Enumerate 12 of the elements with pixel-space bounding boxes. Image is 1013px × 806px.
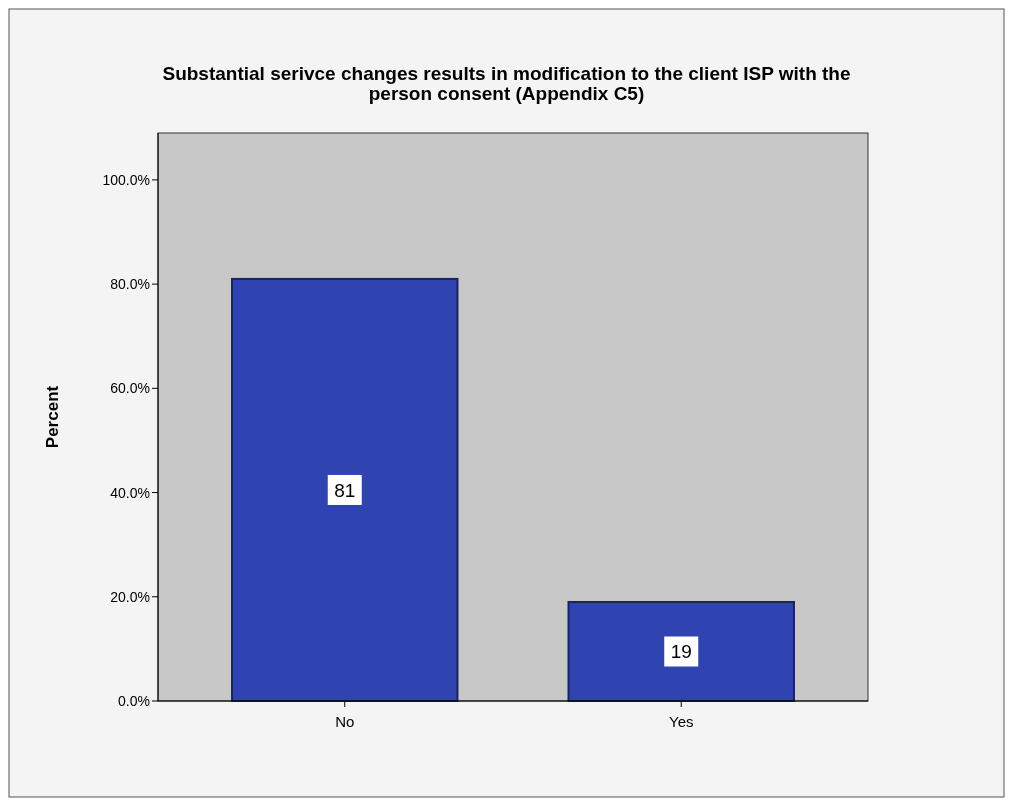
y-tick-label: 100.0% <box>102 171 150 188</box>
data-label: 19 <box>670 641 692 663</box>
y-tick-label: 40.0% <box>110 484 150 501</box>
y-axis-title: Percent <box>43 385 62 449</box>
y-tick-label: 80.0% <box>110 276 150 293</box>
chart-title: Substantial serivce changes results in modification to the client ISP with the person consent (Appendix C5) <box>162 63 851 104</box>
x-tick-label: No <box>335 713 355 730</box>
y-tick-label: 0.0% <box>118 693 150 709</box>
data-label: 81 <box>334 479 356 501</box>
y-tick-label: 60.0% <box>110 380 150 397</box>
y-tick-label: 20.0% <box>110 588 150 605</box>
x-tick-label: Yes <box>669 713 694 730</box>
